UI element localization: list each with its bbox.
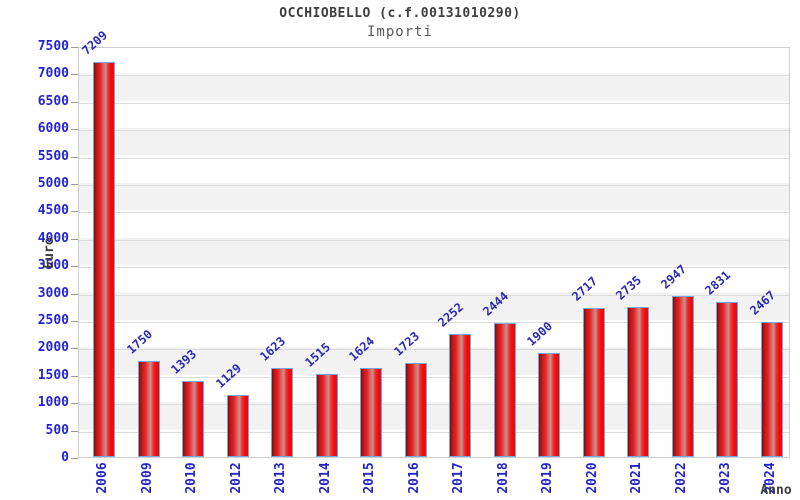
x-tick-label: 2017 xyxy=(451,462,467,494)
y-tick-label: 2000 xyxy=(37,340,69,356)
gridline xyxy=(79,102,789,104)
y-tick-mark xyxy=(71,266,78,268)
y-tick-mark xyxy=(71,375,78,377)
y-tick-label: 5500 xyxy=(37,148,69,164)
gridline xyxy=(79,185,789,186)
y-tick-mark xyxy=(71,211,78,213)
y-axis-title: Euro xyxy=(42,237,57,269)
y-tick-label: 1000 xyxy=(37,395,69,411)
bar xyxy=(315,373,338,457)
y-tick-mark xyxy=(71,129,78,131)
x-tick-label: 2018 xyxy=(495,462,511,494)
bar xyxy=(716,301,739,457)
bar-value-label: 1900 xyxy=(524,318,556,349)
y-tick-label: 2500 xyxy=(37,313,69,328)
x-tick-label: 2023 xyxy=(718,462,734,494)
bar xyxy=(182,380,205,457)
y-tick-label: 1500 xyxy=(37,367,69,383)
y-tick-label: 6000 xyxy=(37,121,69,137)
bar-value-label: 2252 xyxy=(435,299,467,330)
y-tick-mark xyxy=(71,403,78,405)
y-tick-mark xyxy=(71,101,78,103)
x-tick-label: 2015 xyxy=(362,462,378,494)
bar xyxy=(93,61,116,457)
x-tick-label: 2016 xyxy=(406,462,422,494)
x-tick-label: 2012 xyxy=(228,462,244,494)
gridline xyxy=(79,267,789,269)
x-tick-label: 2009 xyxy=(139,462,155,494)
bar-value-label: 1393 xyxy=(168,346,200,377)
y-tick-label: 4000 xyxy=(37,230,69,246)
y-tick-label: 7500 xyxy=(37,39,69,54)
y-tick-mark xyxy=(71,74,78,76)
bar xyxy=(538,352,561,457)
x-axis-title: Anno xyxy=(760,483,792,498)
gridline xyxy=(79,75,789,77)
x-tick-label: 2020 xyxy=(584,462,600,494)
x-tick-label: 2010 xyxy=(184,462,200,494)
y-tick-label: 500 xyxy=(45,422,69,438)
bar xyxy=(226,395,249,457)
bar xyxy=(360,368,383,457)
y-tick-label: 0 xyxy=(61,450,69,465)
bar xyxy=(449,333,472,457)
bar xyxy=(671,295,694,457)
bar xyxy=(271,368,294,457)
gridline xyxy=(79,404,789,406)
y-tick-label: 5000 xyxy=(37,176,69,191)
x-tick-label: 2019 xyxy=(540,462,556,494)
x-tick-label: 2006 xyxy=(95,462,111,494)
y-tick-mark xyxy=(71,348,78,350)
y-tick-label: 3000 xyxy=(37,285,69,301)
gridline xyxy=(79,212,789,214)
gridline xyxy=(79,130,789,132)
x-tick-label: 2021 xyxy=(629,462,645,494)
y-tick-mark xyxy=(71,156,78,158)
bar-value-label: 2831 xyxy=(702,267,734,298)
gridline xyxy=(79,157,789,159)
gridline xyxy=(79,349,789,351)
bar xyxy=(627,307,650,457)
gridline xyxy=(79,322,789,323)
plot-area: 7209 1750 1393 1129 1623 1515 1624 1723 2252 2444… xyxy=(78,28,790,458)
bar xyxy=(760,321,783,457)
y-tick-mark xyxy=(71,238,78,240)
y-tick-label: 7000 xyxy=(37,66,69,82)
gridline xyxy=(79,294,789,296)
bar-value-label: 1723 xyxy=(391,328,423,359)
bar-value-label: 1129 xyxy=(213,361,245,391)
x-tick-label: 2022 xyxy=(673,462,689,494)
y-tick-mark xyxy=(71,430,78,432)
gridline xyxy=(79,376,789,378)
bar-value-label: 1750 xyxy=(124,327,156,357)
gridline xyxy=(79,239,789,241)
gridline xyxy=(79,431,789,433)
chart-title: OCCHIOBELLO (c.f.00131010290) xyxy=(279,6,521,21)
x-tick-label: 2014 xyxy=(317,462,333,494)
chart-subtitle: Importi xyxy=(366,24,433,40)
bar-value-label: 1515 xyxy=(302,339,334,370)
bar xyxy=(137,361,160,457)
bar-value-label: 2717 xyxy=(569,274,601,304)
bar-value-label: 2735 xyxy=(613,273,645,303)
y-tick-mark xyxy=(71,184,78,185)
y-tick-label: 6500 xyxy=(37,93,69,109)
y-tick-mark xyxy=(71,321,78,322)
y-tick-mark xyxy=(71,47,78,48)
x-tick-label: 2013 xyxy=(273,462,289,494)
bar xyxy=(582,308,605,457)
y-tick-mark xyxy=(71,458,78,459)
bar xyxy=(493,323,516,457)
y-tick-mark xyxy=(71,293,78,295)
bar xyxy=(404,362,427,457)
y-tick-label: 3500 xyxy=(37,258,69,274)
bar-value-label: 2467 xyxy=(747,287,779,318)
y-tick-label: 4500 xyxy=(37,203,69,219)
